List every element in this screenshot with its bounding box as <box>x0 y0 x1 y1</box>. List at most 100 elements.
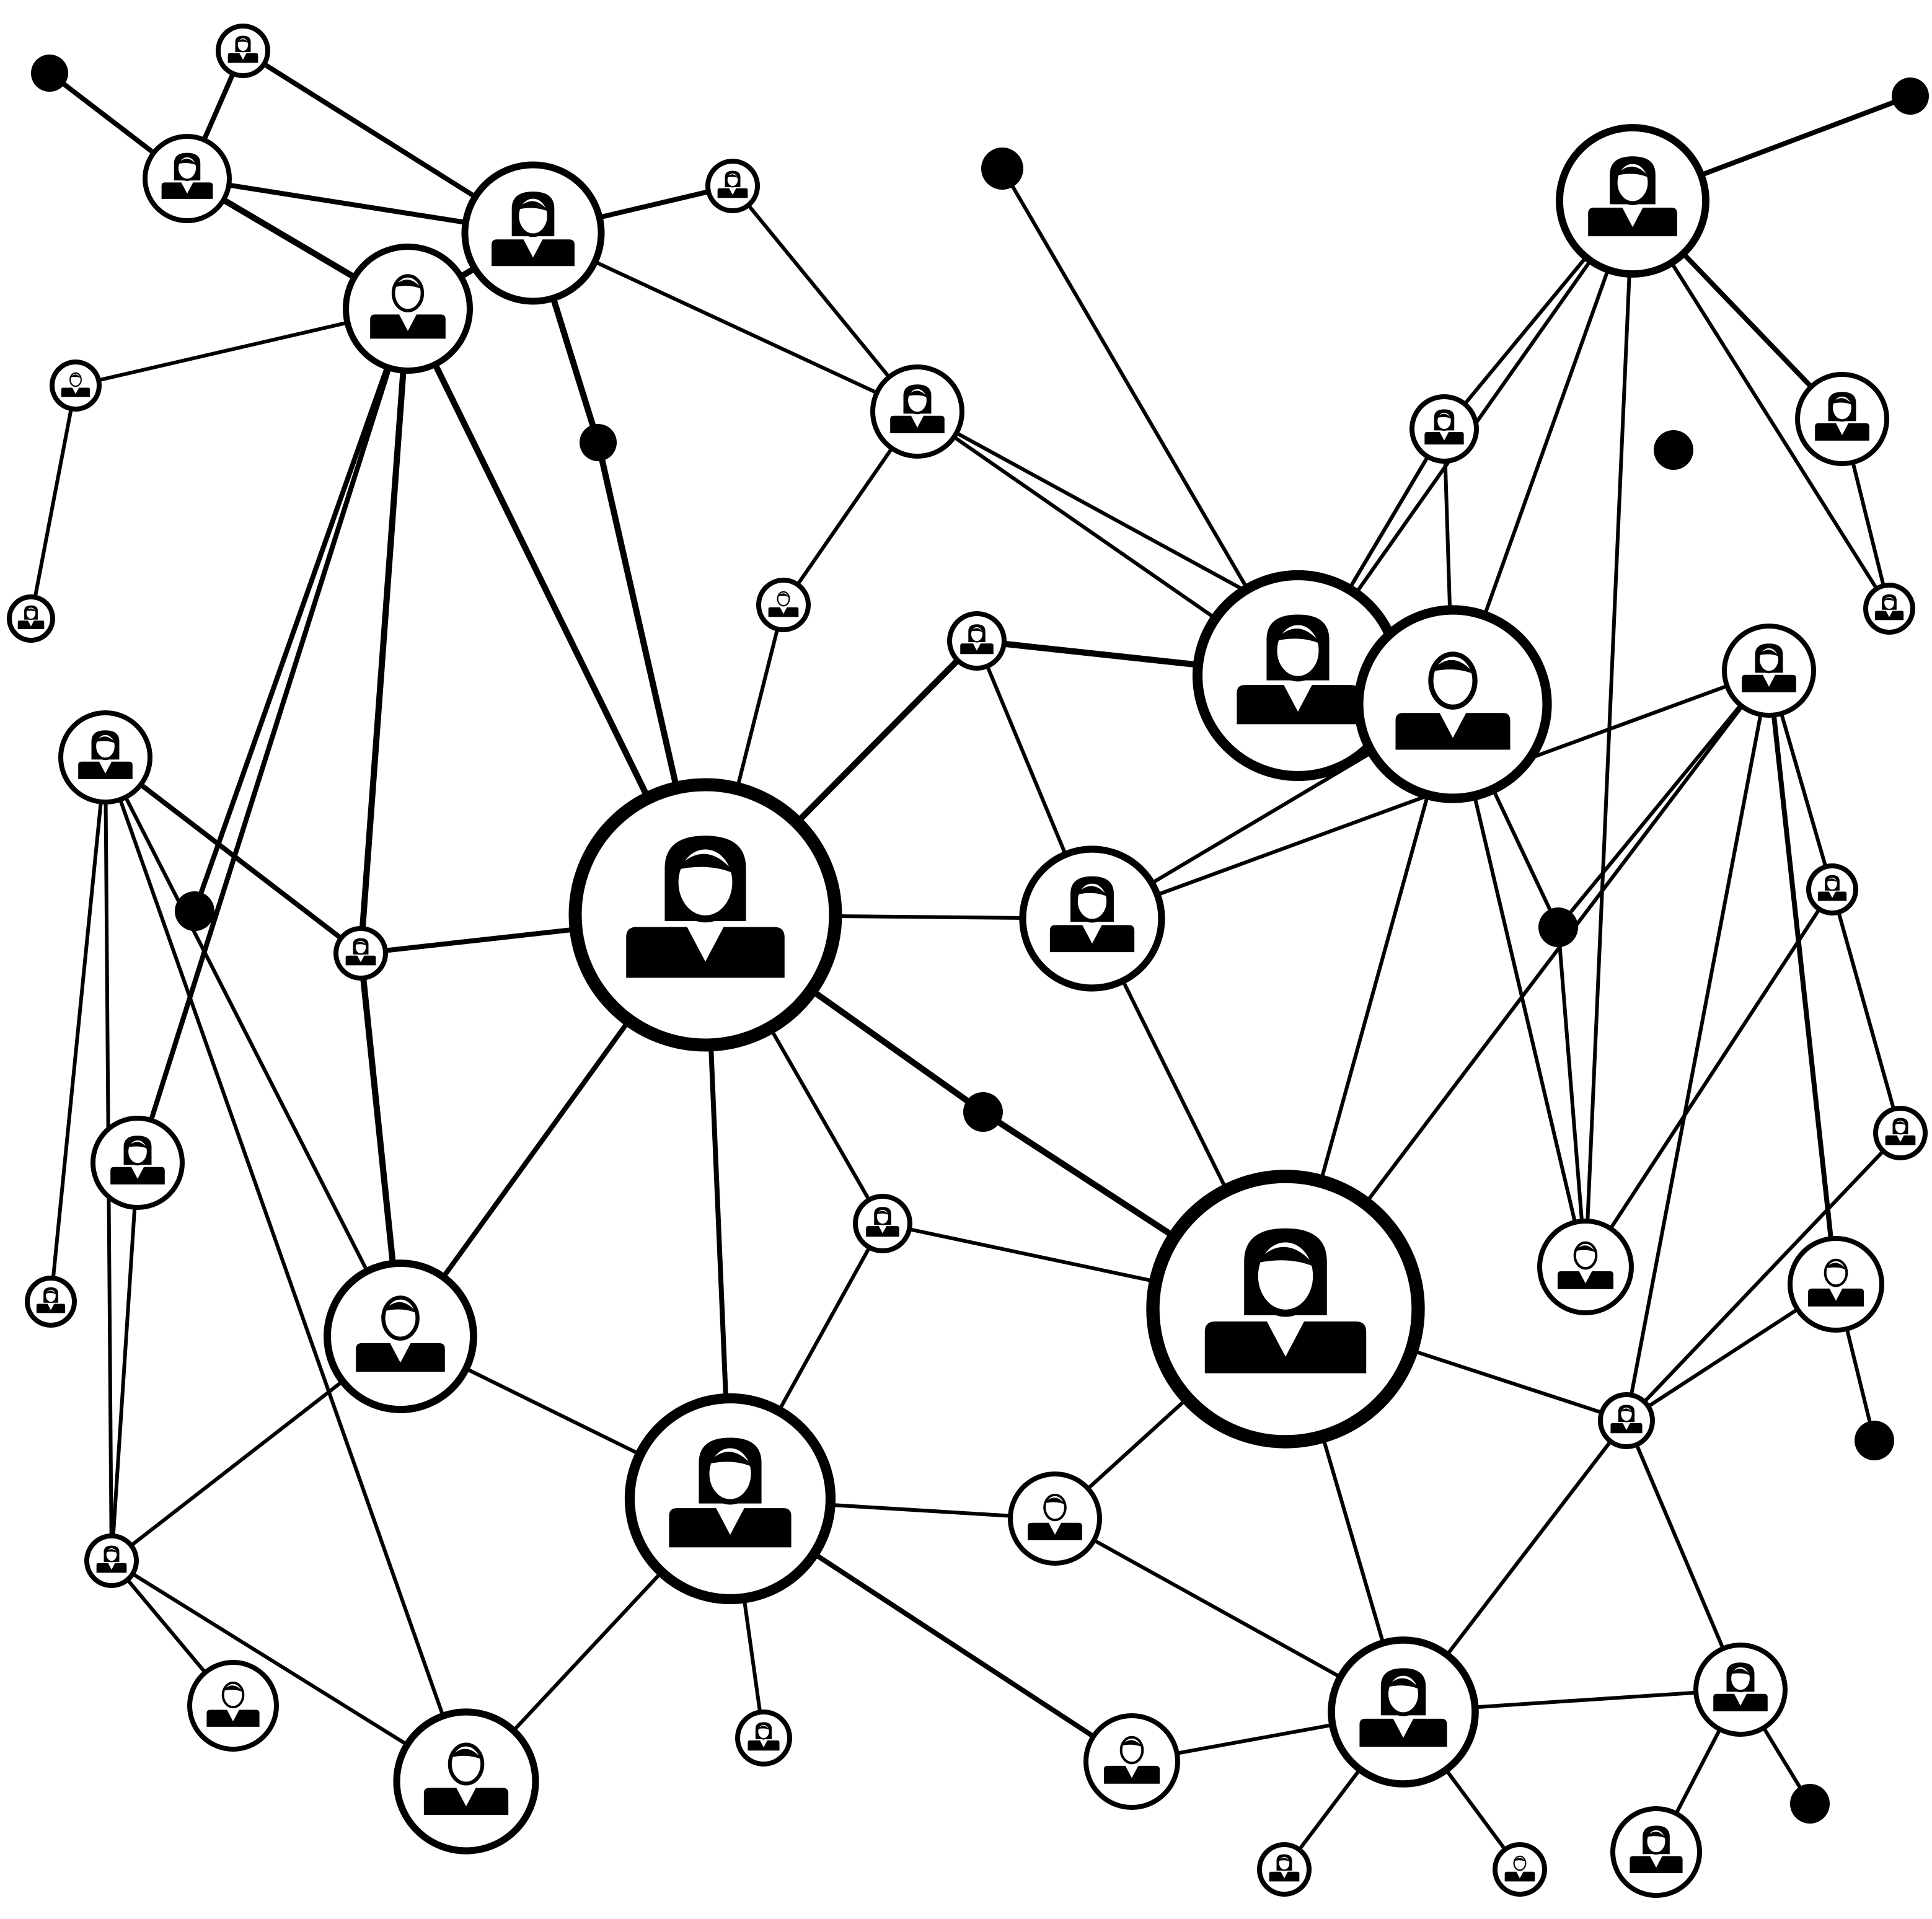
woman-icon <box>960 624 994 655</box>
person-node <box>1598 1392 1655 1449</box>
connection-line <box>1625 669 1771 1423</box>
connection-line <box>731 184 919 413</box>
person-node <box>624 1393 836 1605</box>
person-node <box>1008 1471 1102 1566</box>
person-fringe <box>1894 1121 1907 1126</box>
woman-icon <box>1204 1228 1367 1374</box>
person-body <box>1269 1871 1300 1882</box>
person-fringe <box>674 854 736 875</box>
person-fringe <box>1825 1263 1847 1270</box>
person-node <box>50 360 102 412</box>
person-fringe <box>757 1726 770 1730</box>
person-fringe <box>1274 629 1321 645</box>
person-body <box>1424 431 1464 445</box>
connection-line <box>110 1161 139 1563</box>
dot-icon <box>1855 1421 1894 1460</box>
person-body <box>626 927 785 978</box>
person-body <box>1504 1871 1535 1882</box>
person-fringe <box>1758 650 1780 657</box>
person-fringe <box>517 201 549 212</box>
person-fringe <box>237 39 249 43</box>
person-body <box>345 955 376 966</box>
woman-icon <box>1885 1118 1916 1145</box>
person-body <box>1610 1423 1643 1434</box>
person-node <box>1146 1170 1425 1449</box>
person-node <box>1257 1842 1312 1897</box>
person-node <box>1806 863 1858 915</box>
person-fringe <box>777 593 790 598</box>
dot-icon <box>1654 430 1693 470</box>
person-node <box>1493 1842 1547 1897</box>
woman-icon <box>227 35 258 63</box>
person-fringe <box>876 1211 889 1215</box>
person-fringe <box>1436 413 1452 419</box>
person-fringe <box>1121 1740 1143 1747</box>
woman-icon <box>748 1722 780 1751</box>
person-node <box>1693 1643 1788 1737</box>
dot-icon <box>1892 77 1929 115</box>
person-node <box>1795 372 1889 466</box>
woman-icon <box>1269 1854 1300 1882</box>
connection-line <box>135 306 410 1165</box>
person-fringe <box>95 736 116 744</box>
woman-icon <box>36 1287 66 1313</box>
person-body <box>1885 1135 1916 1145</box>
person-fringe <box>105 1549 118 1553</box>
person-node <box>1556 124 1709 278</box>
junction-dot <box>31 55 68 92</box>
person-body <box>61 387 90 397</box>
person-fringe <box>383 1302 418 1314</box>
man-icon <box>1807 1258 1864 1307</box>
junction-dot <box>1654 430 1693 470</box>
man-icon <box>370 274 446 339</box>
woman-icon <box>345 938 376 966</box>
person-body <box>206 1709 260 1727</box>
man-icon <box>206 1681 260 1727</box>
person-fringe <box>1574 1245 1597 1253</box>
connection-line <box>1556 925 1587 1269</box>
man-icon <box>423 1742 509 1815</box>
person-body <box>1815 423 1869 441</box>
person-fringe <box>1884 598 1895 602</box>
person-body <box>356 1343 445 1372</box>
person-node <box>333 926 388 981</box>
person-body <box>1237 685 1359 725</box>
person-body <box>1874 611 1904 620</box>
person-body <box>1359 1718 1447 1747</box>
woman-icon <box>717 170 748 198</box>
person-node <box>1722 624 1816 718</box>
person-node <box>84 1533 139 1588</box>
person-body <box>36 1304 66 1313</box>
person-fringe <box>970 628 984 633</box>
junction-dot <box>580 424 617 461</box>
person-fringe <box>1431 660 1475 675</box>
person-fringe <box>1044 1498 1065 1505</box>
person-body <box>78 761 133 779</box>
person-node <box>1019 845 1165 992</box>
connection-line <box>1625 1419 1742 1692</box>
person-body <box>1557 1271 1614 1289</box>
person-body <box>1588 208 1677 237</box>
man-icon <box>1557 1241 1614 1289</box>
junction-dot <box>1892 77 1929 115</box>
woman-icon <box>110 1136 165 1184</box>
person-node <box>947 611 1007 671</box>
person-fringe <box>1646 1832 1667 1839</box>
woman-icon <box>890 384 945 433</box>
person-body <box>370 314 446 339</box>
person-body <box>161 182 213 199</box>
person-body <box>1204 1321 1367 1374</box>
person-body <box>890 415 945 433</box>
person-fringe <box>25 608 37 612</box>
person-node <box>1873 1106 1928 1160</box>
woman-icon <box>1237 614 1359 725</box>
woman-icon <box>1359 1668 1447 1747</box>
connection-line <box>104 756 468 1783</box>
person-node <box>143 134 232 223</box>
woman-icon <box>1817 875 1847 901</box>
connection-line <box>1584 199 1634 1269</box>
woman-icon <box>96 1545 127 1573</box>
dot-icon <box>1790 1784 1830 1824</box>
connection-line <box>103 755 363 956</box>
woman-icon <box>1815 392 1869 441</box>
